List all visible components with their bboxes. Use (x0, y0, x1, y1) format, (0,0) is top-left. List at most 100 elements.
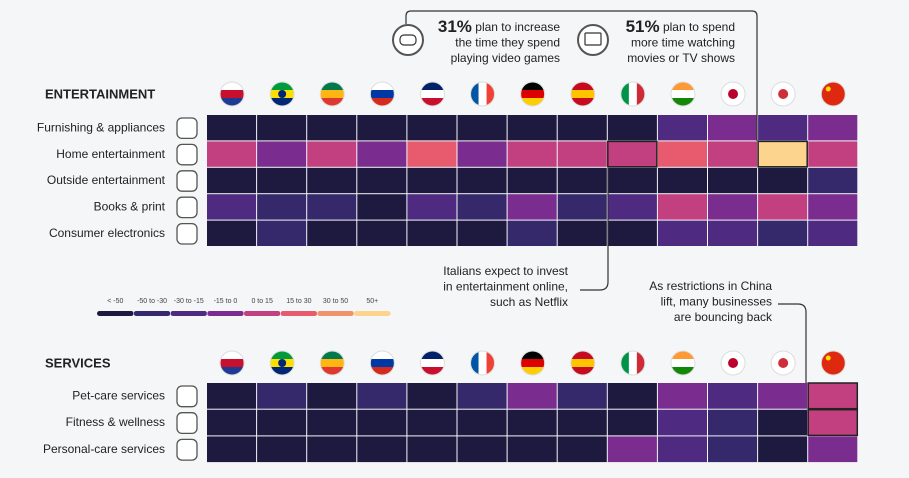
flag (319, 350, 345, 376)
heat-cell (407, 220, 457, 246)
flag (670, 350, 696, 376)
flag-stripe (220, 359, 245, 368)
row-label: Home entertainment (56, 147, 165, 161)
flag-dot (728, 358, 739, 368)
flag-stripe (420, 367, 445, 375)
flag-stripe (570, 82, 595, 91)
flag (319, 81, 345, 107)
flag-stripe (220, 82, 245, 91)
connector (778, 303, 807, 383)
heat-cell (607, 220, 657, 246)
flag (820, 350, 846, 376)
flag-ring (520, 350, 546, 376)
flag-ring (720, 81, 746, 107)
heat-cell (758, 115, 808, 141)
annotation-text: such as Netflix (490, 295, 568, 309)
flag-stripe (420, 359, 445, 368)
heat-cell (207, 220, 257, 246)
heat-cell (257, 220, 307, 246)
flag-stripe (320, 98, 345, 106)
legend-swatch (243, 311, 281, 316)
heat-cell (407, 115, 457, 141)
heat-cell (457, 409, 507, 436)
row-icon (176, 222, 198, 245)
heat-cell (657, 383, 707, 409)
heat-cell (407, 383, 457, 409)
legend-label: 50+ (366, 298, 378, 305)
flag-ring (319, 81, 345, 107)
legend-label: < -50 (107, 298, 123, 305)
flag-stripe (420, 98, 445, 106)
legend-swatch (207, 311, 244, 316)
flag (470, 350, 496, 376)
flag (770, 81, 796, 107)
flag-ring (770, 81, 796, 107)
flag-ring (670, 81, 696, 107)
heat-cell (657, 194, 707, 220)
section-title: ENTERTAINMENT (45, 86, 155, 101)
flag-stripe (636, 351, 645, 375)
row-label: Furnishing & appliances (37, 120, 165, 134)
flag (720, 81, 746, 107)
heat-cell (607, 194, 657, 220)
flag-ring (419, 81, 445, 107)
flag-stripe (670, 351, 695, 360)
flag-stripe (420, 351, 445, 360)
annotation-line: plan to spend (663, 20, 735, 34)
heat-cell (758, 220, 808, 246)
annotation-text: lift, many businesses (661, 295, 772, 309)
flag-ring (520, 81, 546, 107)
flag (219, 81, 245, 107)
flag-stripe (721, 367, 746, 375)
heat-cell (507, 167, 557, 194)
flag-ring (620, 81, 646, 107)
flag (620, 81, 646, 107)
heat-cell (307, 194, 357, 220)
flag-stripe (370, 351, 395, 360)
flag-stripe (821, 90, 846, 99)
heat-cell (207, 436, 257, 463)
heat-cell (507, 115, 557, 141)
flag-stripe (420, 82, 445, 91)
heat-cell (557, 167, 607, 194)
heat-cell (708, 409, 758, 436)
flag-stripe (570, 90, 595, 99)
flag-stripe (320, 82, 345, 91)
flag (369, 350, 395, 376)
heat-cell (607, 141, 657, 167)
heat-cell (758, 436, 808, 463)
heat-cell (457, 167, 507, 194)
flag-stripe (821, 367, 846, 375)
flag-stripe (370, 367, 395, 375)
flag-stripe (821, 98, 846, 106)
heat-cell (257, 436, 307, 463)
flag (369, 81, 395, 107)
heat-cell (657, 436, 707, 463)
legend-swatch (353, 311, 391, 316)
flag-stripe (636, 82, 645, 106)
flag (820, 81, 846, 107)
flag-ring (820, 81, 846, 107)
flag-ring (570, 350, 596, 376)
heat-cell (758, 141, 808, 167)
heat-cell (708, 194, 758, 220)
annotation-line: playing video games (451, 51, 560, 65)
flag-stripe (370, 359, 395, 368)
flag-stripe (320, 367, 345, 375)
flag-ring (720, 350, 746, 376)
flag-stripe (270, 351, 295, 360)
heat-cell (207, 194, 257, 220)
legend-label: 30 to 50 (323, 298, 348, 305)
legend-label: -50 to -30 (137, 298, 167, 305)
flag-stripe (620, 351, 630, 375)
flag (620, 350, 646, 376)
annotation-line: plan to increase (475, 20, 560, 34)
flag-ring (369, 350, 395, 376)
heat-cell (407, 436, 457, 463)
heat-cell (557, 141, 607, 167)
annotation-lines (392, 10, 807, 383)
heat-cell (657, 409, 707, 436)
heat-cell (507, 141, 557, 167)
flag-stripe (670, 98, 695, 106)
flag-ring (269, 350, 295, 376)
